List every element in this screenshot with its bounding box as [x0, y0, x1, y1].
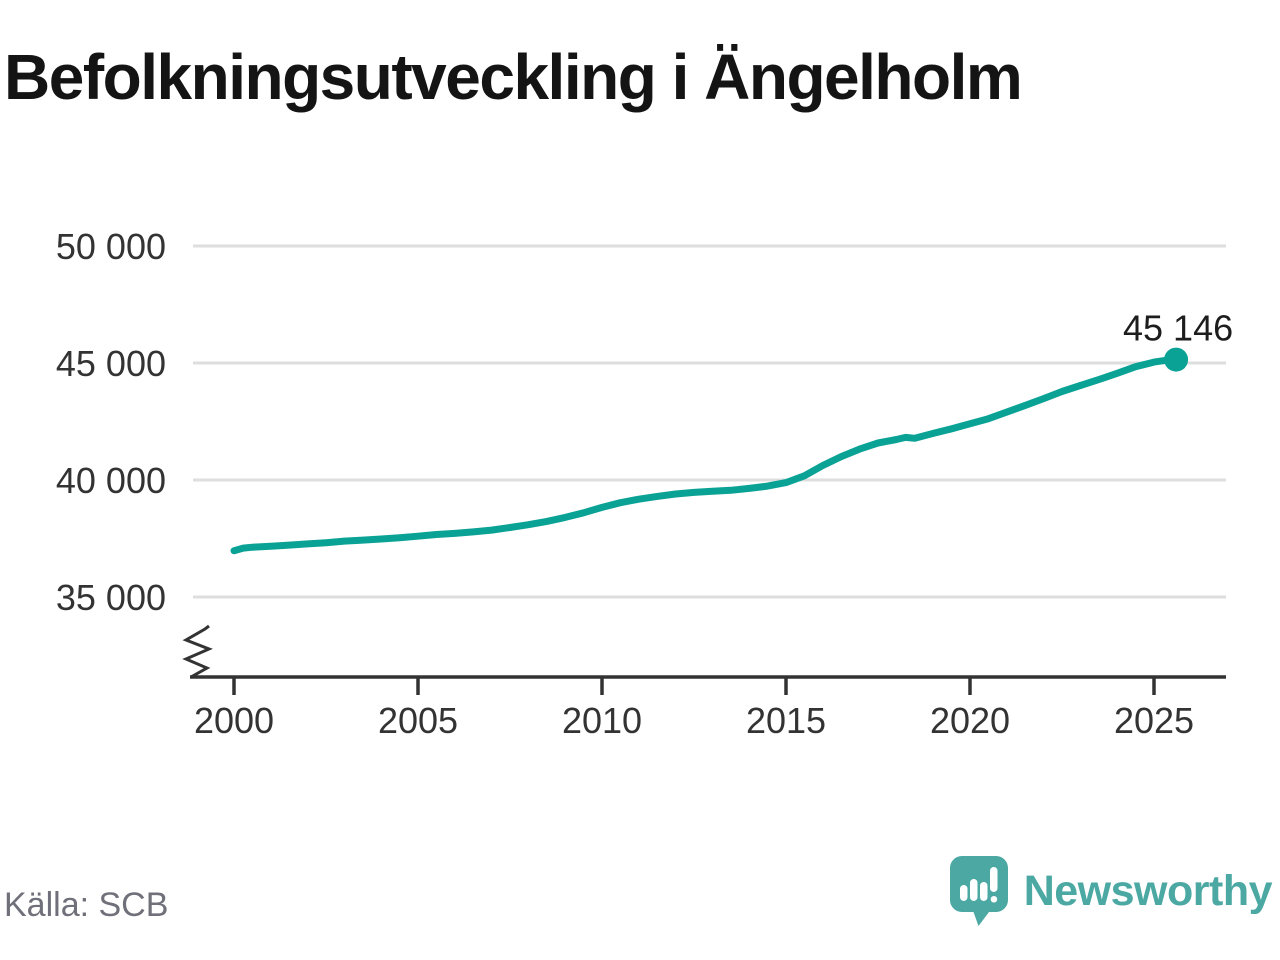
y-axis-tick-label: 50 000: [56, 226, 166, 267]
newsworthy-speech-bubble-chart-icon: [949, 856, 1008, 926]
latest-value-label: 45 146: [1123, 308, 1233, 349]
x-axis-tick-label: 2015: [746, 700, 826, 741]
y-axis-tick-label: 40 000: [56, 460, 166, 501]
population-line-series: [230, 356, 1180, 555]
population-line-chart: 50 000 45 000 40 000 35 000 2000 2005 2010 2015…: [56, 226, 1233, 741]
source-note: Källa: SCB: [4, 886, 169, 924]
y-axis-tick-label: 45 000: [56, 343, 166, 384]
y-axis-break-icon: [182, 624, 213, 679]
x-axis-tick-label: 2005: [378, 700, 458, 741]
x-axis-tick-label: 2020: [930, 700, 1010, 741]
newsworthy-logo: Newsworthy: [948, 854, 1273, 928]
page-title: Befolkningsutveckling i Ängelholm: [4, 41, 1023, 113]
y-axis-tick-label: 35 000: [56, 577, 166, 618]
x-axis-tick-label: 2025: [1114, 700, 1194, 741]
x-axis-tick-label: 2010: [562, 700, 642, 741]
brand-name: Newsworthy: [1023, 866, 1273, 915]
latest-value-dot: [1164, 347, 1189, 372]
x-axis-tick-label: 2000: [194, 700, 274, 741]
